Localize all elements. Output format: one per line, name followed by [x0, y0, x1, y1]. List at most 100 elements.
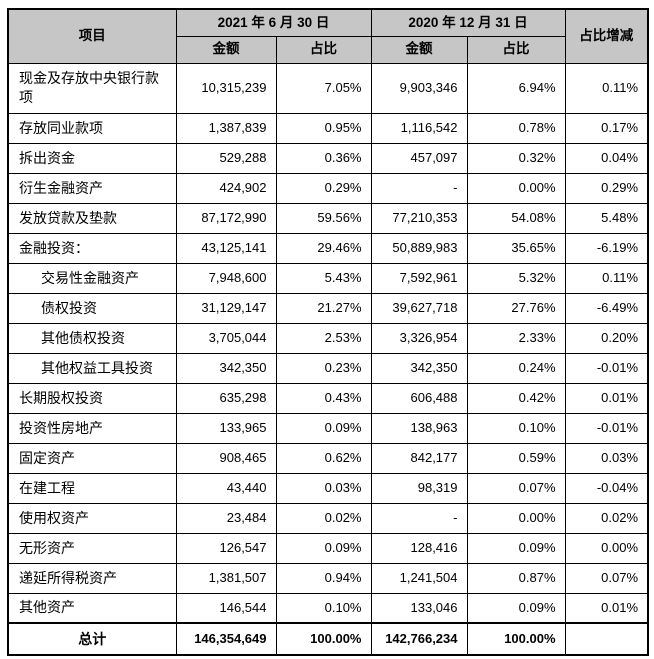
ratio-2021-cell: 0.09% — [275, 412, 372, 444]
ratio-2021-cell: 0.43% — [275, 382, 372, 414]
ratio-2020-cell: 0.24% — [466, 352, 566, 384]
amount-2021-cell: 23,484 — [175, 502, 277, 534]
change-cell: 0.02% — [564, 502, 649, 534]
ratio-2020-cell: 0.87% — [466, 562, 566, 594]
ratio-2020-cell: 54.08% — [466, 202, 566, 234]
change-cell: 0.11% — [564, 62, 649, 114]
ratio-2021-cell: 0.03% — [275, 472, 372, 504]
row-label-cell: 债权投资 — [7, 292, 177, 324]
row-label-cell: 现金及存放中央银行款项 — [7, 62, 177, 114]
ratio-2021-cell: 100.00% — [275, 622, 372, 656]
row-label-cell: 使用权资产 — [7, 502, 177, 534]
amount-2021-cell: 31,129,147 — [175, 292, 277, 324]
row-label-cell: 递延所得税资产 — [7, 562, 177, 594]
ratio-2020-cell: 2.33% — [466, 322, 566, 354]
table-row: 在建工程 43,440 0.03% 98,319 0.07% -0.04% — [7, 472, 649, 504]
amount-2021-cell: 133,965 — [175, 412, 277, 444]
header-period-2021-cell: 2021 年 6 月 30 日 — [175, 8, 372, 37]
table-row: 存放同业款项 1,387,839 0.95% 1,116,542 0.78% 0.17% — [7, 112, 649, 144]
ratio-2020-cell: 0.32% — [466, 142, 566, 174]
header-row-measures: 金额 占比 金额 占比 — [8, 35, 648, 64]
header-amount-2020-cell: 金额 — [370, 35, 468, 64]
ratio-2021-cell: 21.27% — [275, 292, 372, 324]
ratio-2021-cell: 29.46% — [275, 232, 372, 264]
table-row: 递延所得税资产 1,381,507 0.94% 1,241,504 0.87% 0.07% — [7, 562, 649, 594]
amount-2021-cell: 43,125,141 — [175, 232, 277, 264]
row-label-cell: 长期股权投资 — [7, 382, 177, 414]
change-cell: 0.04% — [564, 142, 649, 174]
table-row: 投资性房地产 133,965 0.09% 138,963 0.10% -0.01% — [7, 412, 649, 444]
table-row: 现金及存放中央银行款项 10,315,239 7.05% 9,903,346 6.94%… — [7, 62, 649, 114]
row-label-cell: 无形资产 — [7, 532, 177, 564]
amount-2021-cell: 7,948,600 — [175, 262, 277, 294]
ratio-2021-cell: 2.53% — [275, 322, 372, 354]
amount-2021-cell: 146,354,649 — [175, 622, 277, 656]
amount-2020-cell: 1,116,542 — [370, 112, 468, 144]
amount-2020-cell: 842,177 — [370, 442, 468, 474]
amount-2021-cell: 908,465 — [175, 442, 277, 474]
table-row: 其他资产 146,544 0.10% 133,046 0.09% 0.01% — [7, 592, 649, 624]
ratio-2021-cell: 0.02% — [275, 502, 372, 534]
change-cell: -6.19% — [564, 232, 649, 264]
row-label-cell: 衍生金融资产 — [7, 172, 177, 204]
ratio-2021-cell: 0.95% — [275, 112, 372, 144]
row-label-cell: 在建工程 — [7, 472, 177, 504]
change-cell: 0.07% — [564, 562, 649, 594]
ratio-2020-cell: 0.10% — [466, 412, 566, 444]
amount-2020-cell: 98,319 — [370, 472, 468, 504]
ratio-2021-cell: 0.62% — [275, 442, 372, 474]
row-label-cell: 其他债权投资 — [7, 322, 177, 354]
row-label-cell: 固定资产 — [7, 442, 177, 474]
change-cell: -0.01% — [564, 352, 649, 384]
ratio-2020-cell: 0.59% — [466, 442, 566, 474]
change-cell: -0.01% — [564, 412, 649, 444]
amount-2020-cell: 457,097 — [370, 142, 468, 174]
amount-2021-cell: 1,387,839 — [175, 112, 277, 144]
change-cell: 0.29% — [564, 172, 649, 204]
financial-assets-table: 项目 2021 年 6 月 30 日 2020 年 12 月 31 日 占比增减… — [7, 8, 650, 656]
amount-2021-cell: 635,298 — [175, 382, 277, 414]
row-label-cell: 金融投资： — [7, 232, 177, 264]
amount-2021-cell: 10,315,239 — [175, 62, 277, 114]
header-amount-2021-cell: 金额 — [175, 35, 277, 64]
change-cell: -6.49% — [564, 292, 649, 324]
ratio-2020-cell: 0.09% — [466, 592, 566, 624]
ratio-2020-cell: 0.00% — [466, 502, 566, 534]
ratio-2020-cell: 0.42% — [466, 382, 566, 414]
table-row: 债权投资 31,129,147 21.27% 39,627,718 27.76% -6.4… — [7, 292, 649, 324]
amount-2021-cell: 87,172,990 — [175, 202, 277, 234]
amount-2020-cell: 342,350 — [370, 352, 468, 384]
change-cell: 0.11% — [564, 262, 649, 294]
table-row: 无形资产 126,547 0.09% 128,416 0.09% 0.00% — [7, 532, 649, 564]
amount-2021-cell: 146,544 — [175, 592, 277, 624]
amount-2020-cell: 128,416 — [370, 532, 468, 564]
table-row: 固定资产 908,465 0.62% 842,177 0.59% 0.03% — [7, 442, 649, 474]
total-row: 总计 146,354,649 100.00% 142,766,234 100.00% — [7, 622, 649, 656]
ratio-2021-cell: 0.94% — [275, 562, 372, 594]
amount-2020-cell: 142,766,234 — [370, 622, 468, 656]
header-row-periods: 项目 2021 年 6 月 30 日 2020 年 12 月 31 日 占比增减 — [7, 8, 649, 64]
table-row: 长期股权投资 635,298 0.43% 606,488 0.42% 0.01% — [7, 382, 649, 414]
amount-2021-cell: 342,350 — [175, 352, 277, 384]
ratio-2020-cell: 0.07% — [466, 472, 566, 504]
table-row: 使用权资产 23,484 0.02% -0.00% 0.02% — [7, 502, 649, 534]
change-cell: 5.48% — [564, 202, 649, 234]
ratio-2020-cell: 27.76% — [466, 292, 566, 324]
ratio-2021-cell: 0.29% — [275, 172, 372, 204]
table-row: 拆出资金 529,288 0.36% 457,097 0.32% 0.04% — [7, 142, 649, 174]
ratio-2021-cell: 0.10% — [275, 592, 372, 624]
row-label-cell: 发放贷款及垫款 — [7, 202, 177, 234]
change-cell: 0.00% — [564, 532, 649, 564]
amount-2020-cell: 39,627,718 — [370, 292, 468, 324]
ratio-2020-cell: 0.00% — [466, 172, 566, 204]
change-cell: 0.01% — [564, 592, 649, 624]
row-label-cell: 总计 — [7, 622, 177, 656]
change-cell: 0.20% — [564, 322, 649, 354]
amount-2021-cell: 424,902 — [175, 172, 277, 204]
ratio-2021-cell: 0.23% — [275, 352, 372, 384]
amount-2020-cell: 1,241,504 — [370, 562, 468, 594]
amount-2021-cell: 529,288 — [175, 142, 277, 174]
change-cell: 0.17% — [564, 112, 649, 144]
row-label-cell: 投资性房地产 — [7, 412, 177, 444]
